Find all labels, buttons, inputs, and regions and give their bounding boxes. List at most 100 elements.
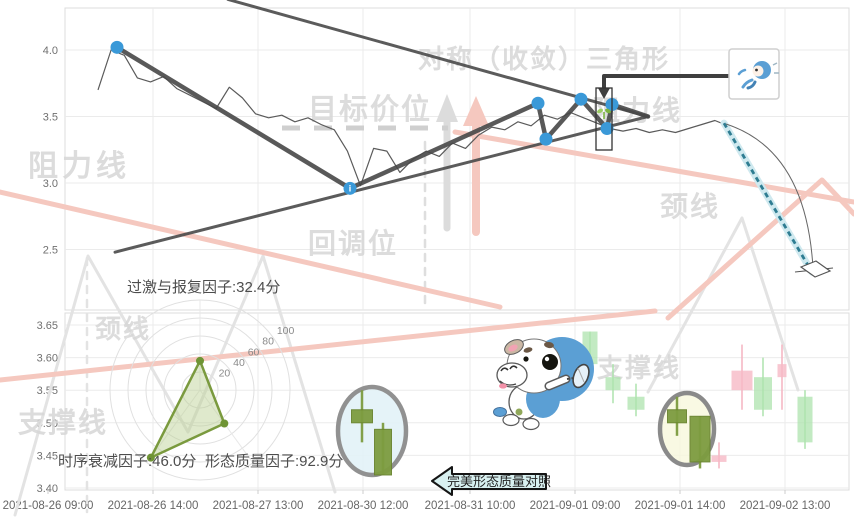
y-axis-tick-label: 3.5 — [43, 112, 58, 124]
pointer-annotation — [595, 74, 730, 151]
pivot-info-glyph: i — [349, 184, 352, 194]
x-axis-tick-label: 2021-09-01 09:00 — [530, 500, 621, 512]
dog-paw-right — [522, 417, 540, 431]
x-axis-tick-label: 2021-09-01 14:00 — [635, 500, 726, 512]
pivot-dot — [343, 181, 357, 195]
x-axis-tick-label: 2021-09-02 13:00 — [740, 500, 831, 512]
x-axis-tick-label: 2021-08-31 10:00 — [425, 500, 516, 512]
dog-arm — [546, 376, 569, 389]
candle-body — [374, 428, 392, 476]
top-panel-border — [64, 7, 850, 311]
green-ball — [515, 408, 523, 416]
candle-body — [777, 364, 787, 378]
factor-time-decay-label: 时序衰减因子:46.0分 — [58, 453, 196, 470]
y-axis-tick-label: 3.55 — [37, 385, 58, 397]
watermark-neckline-bottom: 颈线 — [95, 314, 151, 344]
radar-vertex-dot — [146, 453, 155, 462]
perfect-pattern-circle — [335, 384, 409, 478]
radar-ring-label: 100 — [277, 325, 295, 337]
candle-body — [731, 370, 753, 391]
compare-button-label: 完美形态质量对照 — [447, 474, 551, 489]
bg-salmon-support-line — [0, 308, 658, 383]
radar-spoke — [146, 389, 201, 464]
watermark-target-price: 目标价位 — [308, 92, 432, 126]
candle-body — [711, 455, 727, 462]
candle-body — [689, 415, 711, 463]
pivot-dot — [531, 96, 545, 110]
candle-body — [754, 377, 772, 410]
x-axis-tick-label: 2021-08-26 14:00 — [108, 500, 199, 512]
pointer-arrowhead — [598, 88, 610, 99]
candle-body — [605, 377, 621, 391]
runner-motion-marks — [772, 62, 779, 74]
y-axis-tick-label: 3.60 — [37, 353, 58, 365]
bg-gray-zigzag-left — [13, 254, 337, 517]
radar-ring-label: 80 — [262, 336, 274, 348]
bg-salmon-zigzag-right — [665, 177, 854, 321]
watermark-triangle: 对称（收敛）三角形 — [418, 44, 670, 74]
y-axis-tick-label: 3.45 — [37, 450, 58, 462]
dog-shoe — [493, 407, 507, 417]
radar-vertex-dot — [220, 419, 229, 428]
candle-body — [351, 409, 373, 424]
radar-vertex-dot — [196, 356, 204, 365]
radar-ring-label: 20 — [219, 367, 231, 379]
bg-salmon-line-1 — [0, 189, 503, 310]
x-axis-tick-label: 2021-08-30 12:00 — [318, 500, 409, 512]
compare-button-arrow-shape — [431, 466, 547, 496]
dog-paw-left — [502, 413, 520, 427]
candle-body — [627, 396, 645, 410]
y-axis-tick-label: 2.5 — [43, 245, 58, 257]
dog-eye-left — [523, 356, 529, 362]
watermark-pullback: 回调位 — [308, 227, 398, 259]
watermark-resistance-left: 阻力线 — [28, 150, 130, 183]
dog-eye-right — [542, 354, 558, 370]
breakout-price-box — [595, 87, 613, 151]
factor-overreaction-label: 过激与报复因子:32.4分 — [127, 278, 280, 296]
compare-button[interactable]: 完美形态质量对照 — [431, 466, 551, 496]
target-flag-marker — [794, 260, 834, 278]
bg-salmon-arrow-head — [463, 96, 489, 126]
radar-ring-label: 60 — [248, 346, 260, 358]
runner-badge — [728, 48, 780, 100]
runner-face — [752, 65, 764, 77]
pivot-dot — [539, 132, 553, 146]
runner-eye — [755, 68, 758, 72]
triangle-trendline — [113, 115, 650, 254]
dog-brow-right — [544, 341, 554, 349]
dog-ear-inner — [508, 344, 518, 352]
bg-gray-zigzag-right — [646, 216, 800, 394]
grid-layer — [47, 7, 850, 494]
watermark-support-left: 支撑线 — [18, 407, 108, 438]
factor-pattern-quality-label: 形态质量因子:92.9分 — [205, 453, 343, 470]
y-axis-tick-label: 3.0 — [43, 178, 58, 190]
watermark-neckline-top: 颈线 — [660, 191, 720, 222]
pointer-elbow-line — [602, 74, 730, 88]
background-pattern — [0, 94, 854, 517]
price-chart: i — [97, 0, 816, 276]
dog-mascot — [493, 337, 594, 431]
radar-ring-label: 40 — [233, 357, 245, 369]
y-axis-tick-label: 4.0 — [43, 45, 58, 57]
candle-body — [667, 409, 687, 424]
sprout-icon — [597, 108, 611, 119]
drop-arc-line — [725, 123, 814, 269]
bg-salmon-line-2 — [452, 129, 854, 205]
candlestick-series — [351, 331, 813, 476]
dog-tongue — [499, 383, 507, 389]
x-axis-tick-label: 2021-08-26 09:00 — [3, 500, 94, 512]
x-axis-tick-label: 2021-08-27 13:00 — [213, 500, 304, 512]
dog-brow-left — [523, 347, 533, 353]
radar-polygon — [149, 359, 226, 459]
pivot-dot — [600, 121, 614, 135]
bg-gray-arrow-head — [436, 94, 458, 122]
pivot-dot — [110, 40, 124, 54]
candle-body — [797, 396, 813, 443]
target-drop-dashed-line — [722, 122, 814, 273]
y-axis-tick-label: 3.65 — [37, 320, 58, 332]
y-axis-tick-label: 3.40 — [37, 483, 58, 495]
pivot-dot — [574, 92, 588, 106]
